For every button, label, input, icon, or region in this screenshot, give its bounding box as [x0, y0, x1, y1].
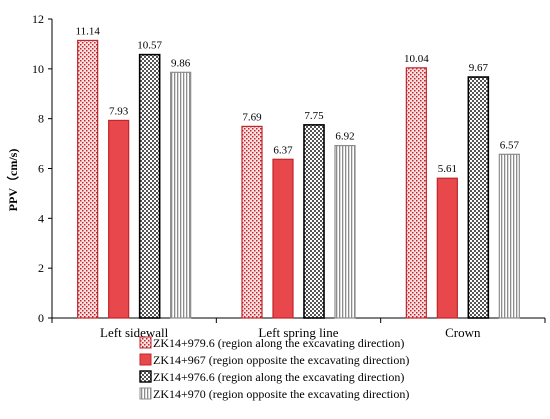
- bar: [436, 177, 458, 319]
- bar: [272, 158, 294, 319]
- bar: [334, 144, 356, 319]
- bar: [170, 71, 192, 319]
- data-label: 6.92: [335, 131, 354, 143]
- y-tick-label: 2: [38, 261, 44, 275]
- data-label: 6.37: [273, 144, 293, 156]
- legend-label: ZK14+976.6 (region along the excavating …: [153, 370, 404, 384]
- data-label: 6.57: [500, 139, 520, 151]
- y-tick-label: 10: [32, 62, 44, 76]
- data-label: 9.86: [171, 57, 191, 69]
- data-label: 10.04: [404, 53, 429, 65]
- chart-bars: [77, 39, 520, 319]
- bar: [241, 125, 263, 319]
- bar: [77, 39, 99, 319]
- bar: [303, 124, 325, 319]
- x-category-label: Crown: [445, 325, 481, 340]
- chart-legend: ZK14+979.6 (region along the excavating …: [139, 336, 409, 401]
- data-label: 7.93: [109, 105, 129, 117]
- chart-data-labels: 11.14 7.93 10.57 9.86 7.69 6.37 7.75 6.92 10.04 5…: [75, 25, 519, 175]
- data-label: 5.61: [438, 163, 457, 175]
- bar: [498, 153, 520, 319]
- y-tick-label: 4: [38, 211, 44, 225]
- legend-swatch: [139, 370, 152, 383]
- bar: [405, 67, 427, 319]
- data-label: 7.69: [242, 111, 262, 123]
- bar: [138, 53, 161, 319]
- legend-swatch: [139, 353, 152, 366]
- y-axis-label: PPV（cm/s): [5, 149, 20, 212]
- legend-label: ZK14+979.6 (region along the excavating …: [153, 336, 404, 350]
- legend-swatch: [139, 336, 152, 349]
- bar: [108, 119, 130, 319]
- x-category-label: Left sidewall: [100, 325, 169, 340]
- x-category-label: Left spring line: [258, 325, 338, 340]
- data-label: 10.57: [137, 40, 162, 52]
- legend-label: ZK14+970 (region opposite the excavating…: [153, 387, 409, 401]
- data-label: 7.75: [304, 110, 324, 122]
- chart-axes: 0 2 4 6 8 10 12 Left sidewall Left spring line Cr…: [32, 12, 546, 340]
- y-tick-label: 0: [38, 311, 44, 325]
- y-tick-label: 6: [38, 162, 44, 176]
- y-tick-label: 12: [32, 12, 44, 26]
- y-tick-label: 8: [38, 112, 44, 126]
- legend-swatch: [139, 387, 152, 400]
- legend-label: ZK14+967 (region opposite the excavating…: [153, 353, 409, 367]
- data-label: 9.67: [469, 62, 489, 74]
- data-label: 11.14: [75, 25, 100, 37]
- bar: [467, 76, 490, 319]
